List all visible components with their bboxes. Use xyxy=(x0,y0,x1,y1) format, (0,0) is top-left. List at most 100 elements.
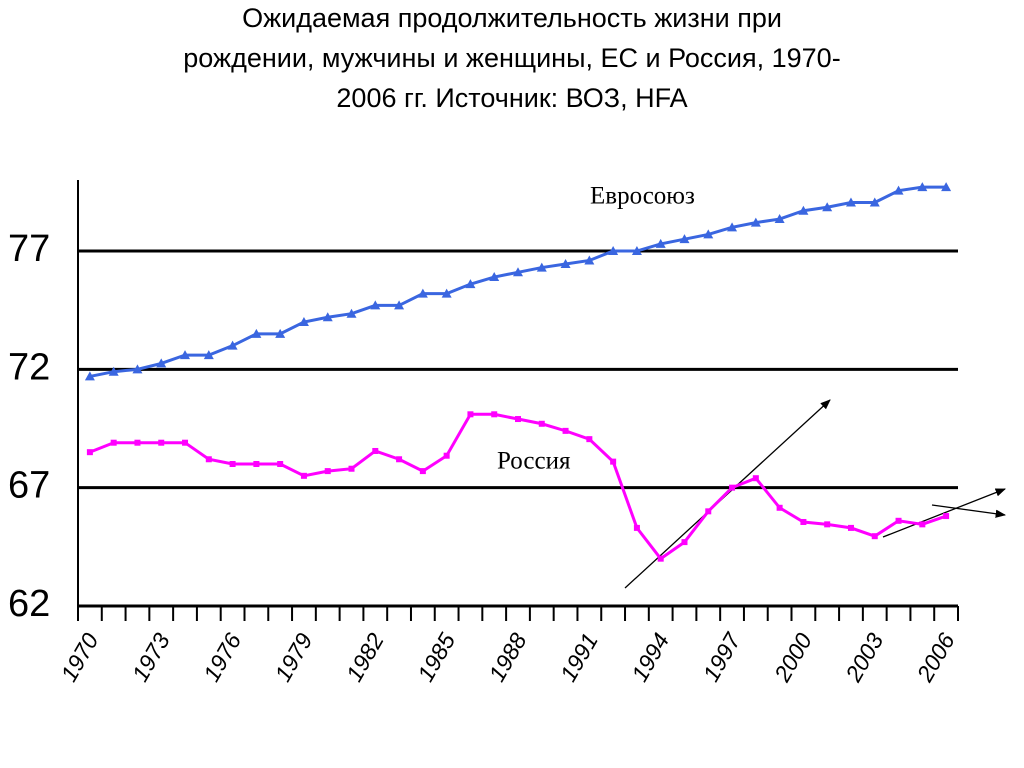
data-point xyxy=(346,308,357,318)
data-point xyxy=(229,461,236,467)
data-point xyxy=(251,328,262,338)
series-label: Россия xyxy=(497,448,571,475)
data-point xyxy=(180,350,191,360)
y-tick-label: 62 xyxy=(8,583,50,625)
data-point xyxy=(631,246,642,255)
data-point xyxy=(322,312,333,322)
data-point xyxy=(729,484,736,491)
data-point xyxy=(324,468,331,475)
data-point xyxy=(441,288,452,298)
x-tick-label: 2000 xyxy=(768,628,817,686)
x-tick-label: 2003 xyxy=(840,628,889,686)
x-tick-label: 1970 xyxy=(55,628,103,685)
data-point xyxy=(845,197,856,207)
data-point xyxy=(275,328,286,338)
x-tick-label: 1976 xyxy=(198,628,246,685)
data-point xyxy=(372,447,379,454)
data-point xyxy=(586,436,593,443)
data-point xyxy=(869,197,880,207)
data-point xyxy=(774,214,785,224)
data-point xyxy=(536,262,547,272)
data-point xyxy=(703,229,714,239)
x-tick-label: 1982 xyxy=(341,628,389,685)
data-point xyxy=(943,513,950,520)
data-point xyxy=(182,439,189,446)
data-point xyxy=(467,411,474,418)
data-point xyxy=(727,222,738,232)
data-point xyxy=(919,521,926,528)
data-point xyxy=(84,371,95,381)
data-point xyxy=(679,234,690,244)
data-point xyxy=(776,504,783,511)
data-point xyxy=(798,205,809,215)
y-tick-label: 72 xyxy=(8,346,50,388)
data-point xyxy=(895,517,902,524)
x-tick-label: 1994 xyxy=(626,629,674,686)
data-point xyxy=(417,288,428,298)
trend-arrow xyxy=(931,504,1007,518)
data-point xyxy=(227,340,238,350)
chart-title: 2006 гг. Источник: ВОЗ, HFA xyxy=(336,83,687,113)
data-point xyxy=(871,533,878,540)
data-point xyxy=(917,182,928,192)
data-point xyxy=(396,456,403,463)
data-point xyxy=(655,238,666,248)
series-line xyxy=(89,185,947,378)
data-point xyxy=(584,255,595,265)
data-point xyxy=(298,317,309,326)
data-point xyxy=(86,449,93,456)
x-tick-label: 1985 xyxy=(412,628,460,685)
data-point xyxy=(205,456,212,463)
data-point xyxy=(491,411,498,418)
x-tick-label: 1973 xyxy=(127,628,175,685)
data-point xyxy=(800,518,807,525)
data-point xyxy=(108,366,119,376)
data-point xyxy=(705,508,712,515)
data-point xyxy=(822,202,833,212)
data-point xyxy=(538,420,545,427)
data-point xyxy=(465,279,476,289)
data-point xyxy=(348,465,355,472)
data-point xyxy=(824,521,831,528)
data-point xyxy=(657,555,664,562)
data-point xyxy=(515,416,521,423)
x-tick-label: 1979 xyxy=(269,628,317,685)
data-point xyxy=(277,461,284,467)
data-point xyxy=(560,259,571,269)
data-point xyxy=(300,472,307,479)
data-point xyxy=(941,182,952,192)
x-tick-label: 1991 xyxy=(555,629,603,686)
chart-title: рождении, мужчины и женщины, ЕС и Россия… xyxy=(183,43,840,73)
data-point xyxy=(489,272,500,282)
data-point xyxy=(608,246,619,255)
data-point xyxy=(394,300,405,310)
trend-arrow xyxy=(882,488,1006,538)
data-point xyxy=(253,461,260,467)
data-point xyxy=(681,539,688,546)
data-point xyxy=(134,439,141,446)
data-point xyxy=(419,468,426,475)
data-point xyxy=(158,439,165,446)
data-point xyxy=(562,427,569,434)
data-point xyxy=(132,364,143,374)
data-point xyxy=(110,439,117,446)
x-tick-label: 1997 xyxy=(698,627,747,685)
data-point xyxy=(847,524,854,531)
x-tick-label: 2006 xyxy=(911,628,960,686)
y-tick-label: 77 xyxy=(8,228,50,270)
series-label: Евросоюз xyxy=(590,183,695,210)
data-point xyxy=(443,452,450,459)
data-point xyxy=(633,524,640,531)
data-point xyxy=(610,458,617,465)
data-point xyxy=(893,185,904,195)
data-point xyxy=(203,350,214,360)
x-tick-label: 1988 xyxy=(483,628,531,685)
data-point xyxy=(370,300,381,310)
y-tick-label: 67 xyxy=(8,465,50,507)
chart-title: Ожидаемая продолжительность жизни при xyxy=(242,3,782,33)
data-point xyxy=(156,358,167,368)
data-point xyxy=(752,475,759,482)
data-point xyxy=(513,267,523,277)
data-point xyxy=(750,217,761,227)
